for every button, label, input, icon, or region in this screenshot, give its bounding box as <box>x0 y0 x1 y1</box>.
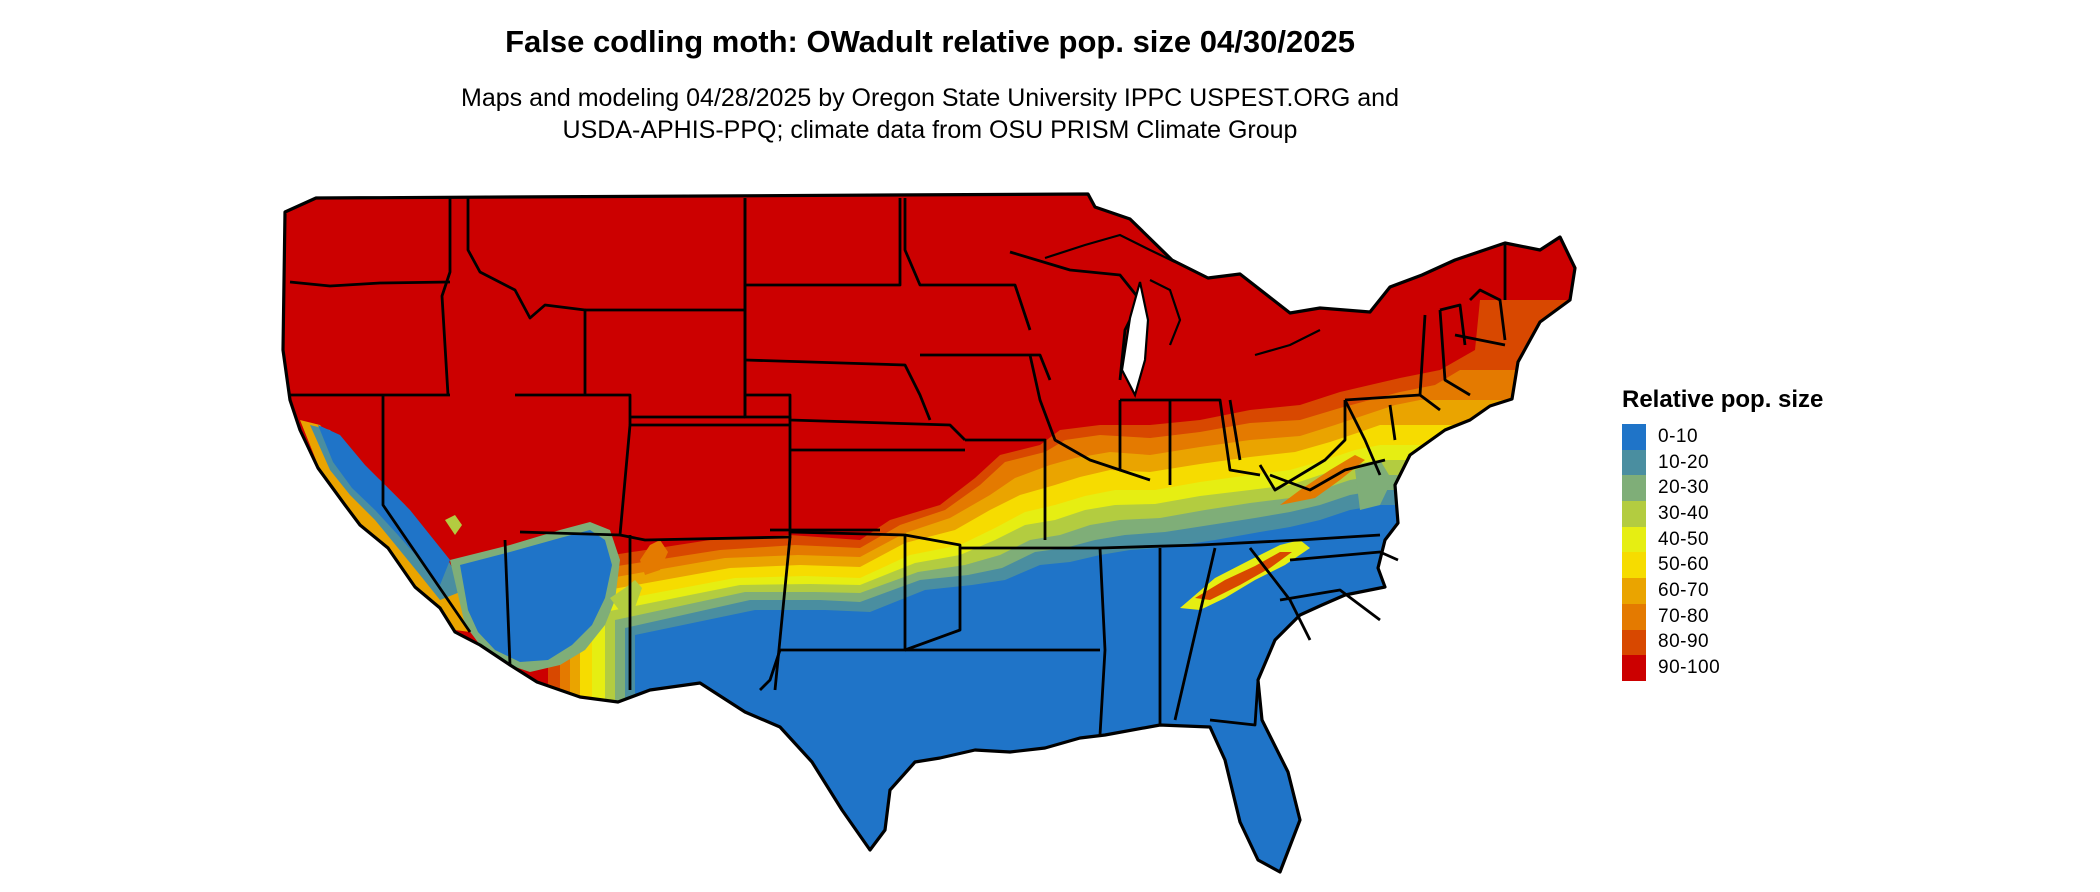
legend-swatch <box>1622 501 1646 527</box>
state-boundaries <box>288 198 1507 736</box>
legend-swatch <box>1622 449 1646 476</box>
national-border <box>281 192 1577 874</box>
legend-item: 40-50 <box>1622 526 1823 553</box>
legend-label: 40-50 <box>1658 528 1710 550</box>
legend-label: 0-10 <box>1658 425 1699 447</box>
legend-swatch <box>1622 655 1646 681</box>
legend-item: 10-20 <box>1622 449 1823 476</box>
legend-item: 0-10 <box>1622 424 1823 450</box>
legend-swatch <box>1622 629 1646 656</box>
legend-swatch <box>1622 578 1646 604</box>
legend-label: 60-70 <box>1658 579 1710 601</box>
legend-item: 70-80 <box>1622 603 1823 630</box>
great-lakes <box>1044 233 1321 398</box>
legend-label: 30-40 <box>1658 502 1710 524</box>
legend-item: 60-70 <box>1622 578 1823 604</box>
legend-swatch <box>1622 603 1646 630</box>
legend-item: 30-40 <box>1622 501 1823 527</box>
legend-label: 50-60 <box>1658 554 1710 576</box>
legend-title: Relative pop. size <box>1622 386 1824 413</box>
legend-label: 80-90 <box>1658 631 1710 653</box>
legend-label: 10-20 <box>1658 451 1710 473</box>
legend-swatch <box>1622 424 1646 450</box>
legend-label: 90-100 <box>1658 657 1721 679</box>
legend-item: 50-60 <box>1622 552 1823 579</box>
map-subtitle: Maps and modeling 04/28/2025 by Oregon S… <box>0 82 1860 146</box>
legend-swatch <box>1622 526 1646 553</box>
legend-item: 20-30 <box>1622 475 1823 502</box>
legend: Relative pop. size 0-10 10-20 20-30 30-40 40… <box>1622 386 1823 681</box>
legend-swatch <box>1622 475 1646 502</box>
legend-label: 20-30 <box>1658 477 1710 499</box>
map-title: False codling moth: OWadult relative pop… <box>505 24 1355 59</box>
legend-swatch <box>1622 552 1646 579</box>
legend-items: 0-10 10-20 20-30 30-40 40-50 50-60 60-70 70-80 8… <box>1622 424 1823 681</box>
subtitle-line-1: Maps and modeling 04/28/2025 by Oregon S… <box>461 84 1399 112</box>
subtitle-line-2: USDA-APHIS-PPQ; climate data from OSU PR… <box>562 116 1298 144</box>
legend-item: 90-100 <box>1622 655 1823 681</box>
legend-item: 80-90 <box>1622 629 1823 656</box>
legend-label: 70-80 <box>1658 605 1710 627</box>
